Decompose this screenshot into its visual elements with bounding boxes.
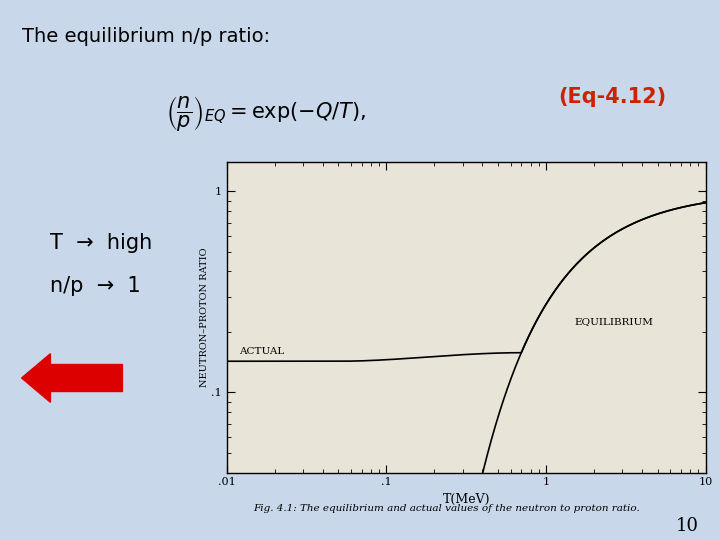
Text: The equilibrium n/p ratio:: The equilibrium n/p ratio: <box>22 27 270 46</box>
Y-axis label: NEUTRON–PROTON RATIO: NEUTRON–PROTON RATIO <box>199 247 209 387</box>
Text: $\left(\dfrac{n}{p}\right)_{EQ} = \exp(-Q/T),$: $\left(\dfrac{n}{p}\right)_{EQ} = \exp(-… <box>166 94 366 133</box>
Text: 10: 10 <box>675 517 698 535</box>
Text: n/p  →  1: n/p → 1 <box>50 276 141 296</box>
Text: T  →  high: T → high <box>50 233 153 253</box>
FancyArrow shape <box>22 354 122 402</box>
Text: (Eq-4.12): (Eq-4.12) <box>558 87 666 107</box>
Text: Fig. 4.1: The equilibrium and actual values of the neutron to proton ratio.: Fig. 4.1: The equilibrium and actual val… <box>253 504 640 513</box>
X-axis label: T(MeV): T(MeV) <box>443 493 490 506</box>
Text: EQUILIBRIUM: EQUILIBRIUM <box>574 316 653 326</box>
Text: ACTUAL: ACTUAL <box>240 347 284 356</box>
